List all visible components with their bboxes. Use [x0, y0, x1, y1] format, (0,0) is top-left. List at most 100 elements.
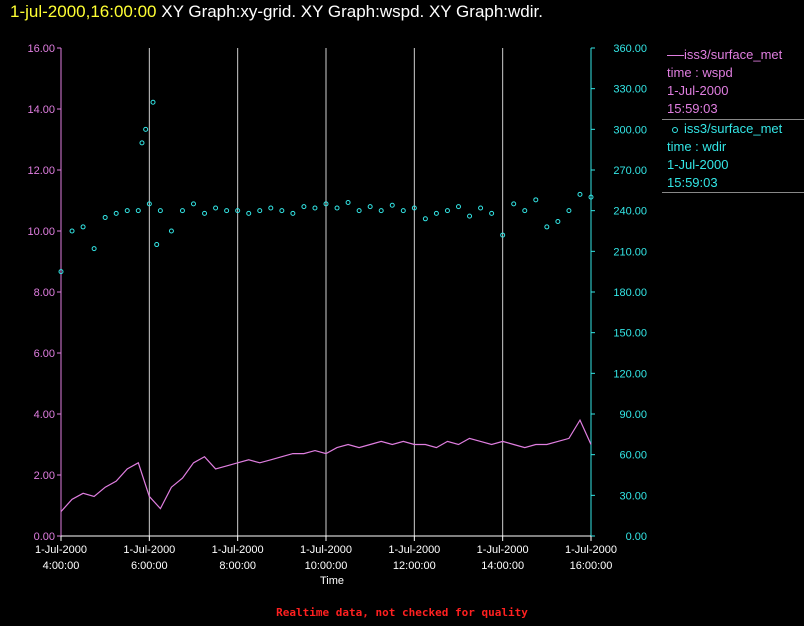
data-point-wdir — [334, 205, 340, 211]
title-graph-list: XY Graph:xy-grid. XY Graph:wspd. XY Grap… — [161, 2, 543, 21]
data-point-wdir — [301, 204, 307, 210]
data-point-wdir — [433, 210, 439, 216]
data-point-wdir — [456, 204, 461, 210]
y-left-tick-label: 6.00 — [34, 348, 55, 360]
data-point-wdir — [143, 126, 149, 132]
y-right-tick-label: 180.00 — [613, 287, 647, 299]
legend-wspd: iss3/surface_met time : wspd 1-Jul-2000 … — [667, 46, 804, 118]
legend-circle-marker — [672, 126, 678, 133]
data-point-wdir — [511, 201, 517, 207]
data-point-wdir — [113, 210, 119, 216]
x-tick-date-label: 1-Jul-2000 — [388, 544, 440, 556]
data-point-wdir — [323, 201, 329, 207]
y-left-tick-label: 16.00 — [27, 43, 55, 55]
x-tick-time-label: 6:00:00 — [131, 560, 168, 572]
data-point-wdir — [356, 208, 362, 214]
y-right-tick-label: 240.00 — [613, 206, 647, 218]
quality-warning: Realtime data, not checked for quality — [276, 606, 528, 619]
data-point-wdir — [345, 200, 351, 206]
data-point-wdir — [566, 208, 572, 214]
y-right-tick-label: 60.00 — [619, 450, 647, 462]
legend-line-marker — [667, 55, 684, 57]
data-point-wdir — [489, 210, 495, 216]
x-axis-label: Time — [320, 575, 344, 587]
x-tick-date-label: 1-Jul-2000 — [477, 544, 529, 556]
x-tick-time-label: 4:00:00 — [43, 560, 80, 572]
x-tick-time-label: 12:00:00 — [393, 560, 436, 572]
data-point-wdir — [279, 208, 285, 214]
series-line-wspd — [60, 418, 592, 513]
data-point-wdir — [224, 208, 230, 214]
data-point-wdir — [168, 228, 174, 234]
data-point-wdir — [124, 208, 130, 214]
x-tick-time-label: 16:00:00 — [570, 560, 613, 572]
data-point-wdir — [478, 205, 484, 211]
y-left-tick-label: 0.00 — [34, 531, 55, 543]
data-point-wdir — [135, 208, 141, 214]
data-point-wdir — [80, 224, 86, 230]
y-right-tick-label: 30.00 — [619, 490, 647, 502]
data-point-wdir — [290, 210, 296, 216]
data-point-wdir — [91, 246, 97, 252]
y-left-tick-label: 8.00 — [34, 287, 55, 299]
y-left-tick-label: 4.00 — [34, 409, 55, 421]
data-point-wdir — [150, 99, 156, 105]
x-tick-date-label: 1-Jul-2000 — [212, 544, 264, 556]
y-right-tick-label: 360.00 — [613, 43, 647, 55]
y-right-tick-label: 270.00 — [613, 165, 647, 177]
x-tick-date-label: 1-Jul-2000 — [123, 544, 175, 556]
y-left-tick-label: 14.00 — [27, 104, 55, 116]
data-point-wdir — [202, 210, 208, 216]
x-tick-time-label: 14:00:00 — [481, 560, 524, 572]
x-tick-date-label: 1-Jul-2000 — [300, 544, 352, 556]
y-right-tick-label: 330.00 — [613, 84, 647, 96]
title-timestamp: 1-jul-2000,16:00:00 — [10, 2, 157, 21]
x-tick-date-label: 1-Jul-2000 — [35, 544, 87, 556]
data-point-wdir — [400, 208, 406, 214]
data-point-wdir — [533, 197, 539, 203]
title-bar: 1-jul-2000,16:00:00 XY Graph:xy-grid. XY… — [10, 2, 543, 22]
legend-wdir-series: time : wdir — [667, 139, 727, 154]
data-point-wdir — [389, 202, 395, 208]
data-point-wdir — [444, 208, 450, 214]
y-left-tick-label: 12.00 — [27, 165, 55, 177]
y-right-tick-label: 90.00 — [619, 409, 647, 421]
legend-wdir-time: 15:59:03 — [667, 175, 718, 190]
legend-divider — [662, 119, 804, 120]
data-point-wdir — [312, 205, 318, 211]
data-point-wdir — [577, 191, 583, 197]
data-point-wdir — [378, 208, 384, 214]
data-point-wdir — [268, 205, 274, 211]
data-point-wdir — [500, 232, 506, 238]
data-point-wdir — [467, 213, 473, 219]
legend-wspd-time: 15:59:03 — [667, 101, 718, 116]
data-point-wdir — [213, 205, 219, 211]
legend-divider — [662, 192, 804, 193]
data-point-wdir — [544, 224, 550, 230]
data-point-wdir — [69, 228, 75, 234]
legend-wspd-source: iss3/surface_met — [667, 46, 804, 64]
data-point-wdir — [154, 242, 160, 248]
data-point-wdir — [367, 204, 373, 210]
data-point-wdir — [257, 208, 263, 214]
y-right-tick-label: 150.00 — [613, 328, 647, 340]
y-right-tick-label: 300.00 — [613, 124, 647, 136]
legend-wspd-date: 1-Jul-2000 — [667, 83, 729, 98]
data-point-wdir — [555, 219, 561, 225]
legend-wdir-date: 1-Jul-2000 — [667, 157, 729, 172]
data-point-wdir — [139, 140, 145, 146]
data-point-wdir — [191, 201, 196, 207]
legend-wdir: iss3/surface_met time : wdir 1-Jul-2000 … — [667, 120, 804, 192]
data-point-wdir — [58, 269, 64, 275]
y-right-tick-label: 210.00 — [613, 246, 647, 258]
data-point-wdir — [102, 214, 108, 220]
x-tick-date-label: 1-Jul-2000 — [565, 544, 617, 556]
data-point-wdir — [157, 208, 163, 214]
data-point-wdir — [179, 208, 185, 214]
x-tick-time-label: 10:00:00 — [305, 560, 348, 572]
data-point-wdir — [235, 208, 241, 214]
data-point-wdir — [246, 210, 252, 216]
legend-wdir-source: iss3/surface_met — [667, 120, 804, 138]
x-tick-time-label: 8:00:00 — [219, 560, 256, 572]
